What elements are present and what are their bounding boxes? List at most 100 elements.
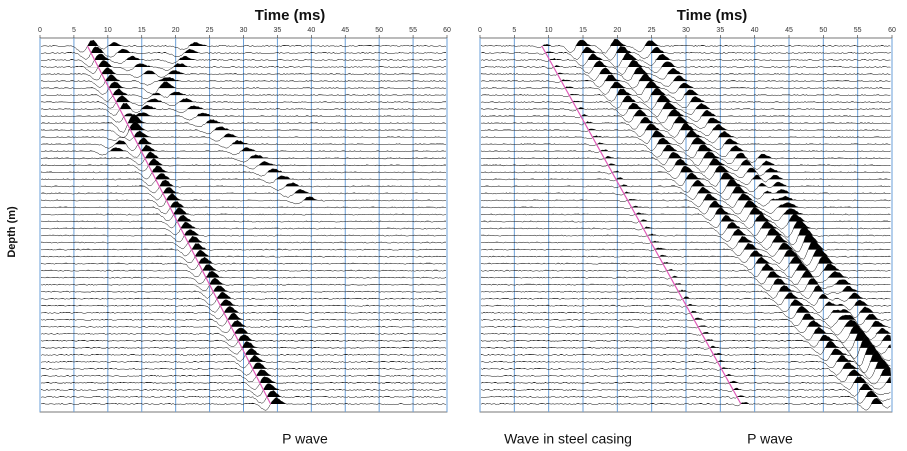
trace-fill (41, 320, 446, 327)
trace (480, 313, 891, 328)
trace (480, 165, 891, 180)
first-arrival-pick (86, 45, 272, 405)
trace (40, 112, 447, 123)
trace (40, 144, 447, 158)
trace-fill (41, 103, 446, 110)
trace (480, 376, 891, 390)
trace (480, 94, 891, 110)
trace (40, 158, 447, 172)
trace (40, 102, 447, 116)
trace (40, 60, 447, 74)
trace (40, 235, 447, 250)
trace (40, 383, 447, 397)
trace (480, 45, 891, 61)
trace (480, 305, 891, 321)
x-tick-label: 0 (38, 27, 42, 34)
trace-fill (481, 88, 891, 96)
trace (480, 151, 891, 166)
trace-fill (481, 358, 891, 369)
x-tick-label: 5 (72, 27, 76, 34)
trace (40, 88, 447, 102)
trace (40, 355, 447, 369)
caption: P wave (282, 431, 328, 447)
trace-fill (481, 285, 891, 292)
trace (40, 369, 447, 383)
trace (40, 334, 447, 347)
trace (480, 262, 891, 278)
x-tick-label: 55 (854, 27, 862, 34)
trace (480, 285, 891, 299)
x-tick-label: 45 (785, 27, 793, 34)
x-tick-label: 30 (682, 27, 690, 34)
trace (480, 59, 891, 75)
trace (40, 207, 447, 222)
trace (480, 193, 891, 208)
trace (40, 121, 447, 138)
trace (480, 350, 891, 373)
trace (480, 330, 891, 352)
trace-fill (481, 200, 891, 208)
trace-fill (41, 144, 446, 152)
x-tick-label: 55 (409, 27, 417, 34)
trace (40, 390, 447, 404)
trace (480, 278, 891, 293)
x-tick-label: 40 (307, 27, 315, 34)
trace (481, 225, 891, 246)
trace (40, 277, 447, 291)
trace (41, 243, 446, 257)
trace-fill (481, 239, 891, 250)
trace (480, 358, 891, 380)
trace-fill (481, 193, 891, 201)
x-tick-label: 50 (375, 27, 383, 34)
trace (481, 254, 891, 273)
trace (40, 362, 447, 376)
trace (41, 249, 446, 264)
trace (40, 137, 447, 151)
trace (480, 397, 891, 411)
trace (40, 81, 447, 95)
trace (40, 114, 447, 133)
trace (40, 74, 447, 88)
trace (480, 144, 891, 159)
trace-fill (41, 46, 446, 54)
trace (40, 179, 447, 194)
trace (480, 115, 891, 131)
trace (40, 299, 447, 313)
trace (480, 137, 891, 152)
trace (480, 200, 891, 215)
trace (480, 108, 891, 124)
trace (480, 299, 891, 313)
trace (480, 219, 891, 238)
trace (40, 46, 446, 60)
x-tick-label: 10 (545, 27, 553, 34)
trace (40, 165, 447, 180)
x-tick-label: 40 (751, 27, 759, 34)
x-tick-label: 25 (648, 27, 656, 34)
traces (40, 39, 447, 411)
trace-fill (41, 334, 446, 341)
trace (480, 66, 891, 82)
trace (40, 214, 446, 229)
trace (480, 269, 891, 285)
trace (40, 229, 447, 243)
x-tick-label: 10 (104, 27, 112, 34)
trace-fill (481, 158, 891, 166)
trace (40, 53, 446, 68)
trace-fill (481, 80, 891, 89)
trace (40, 376, 447, 390)
caption: P wave (747, 431, 793, 447)
trace-fill (481, 320, 891, 327)
trace (480, 179, 891, 194)
trace (480, 129, 891, 145)
x-tick-label: 30 (240, 27, 248, 34)
x-axis-title: Time (ms) (677, 7, 748, 24)
trace-fill (41, 112, 446, 117)
trace (40, 187, 447, 201)
x-tick-label: 45 (341, 27, 349, 34)
trace (40, 173, 447, 187)
trace-fill (481, 232, 891, 243)
trace (480, 172, 891, 187)
trace (40, 313, 447, 327)
trace (480, 38, 891, 54)
